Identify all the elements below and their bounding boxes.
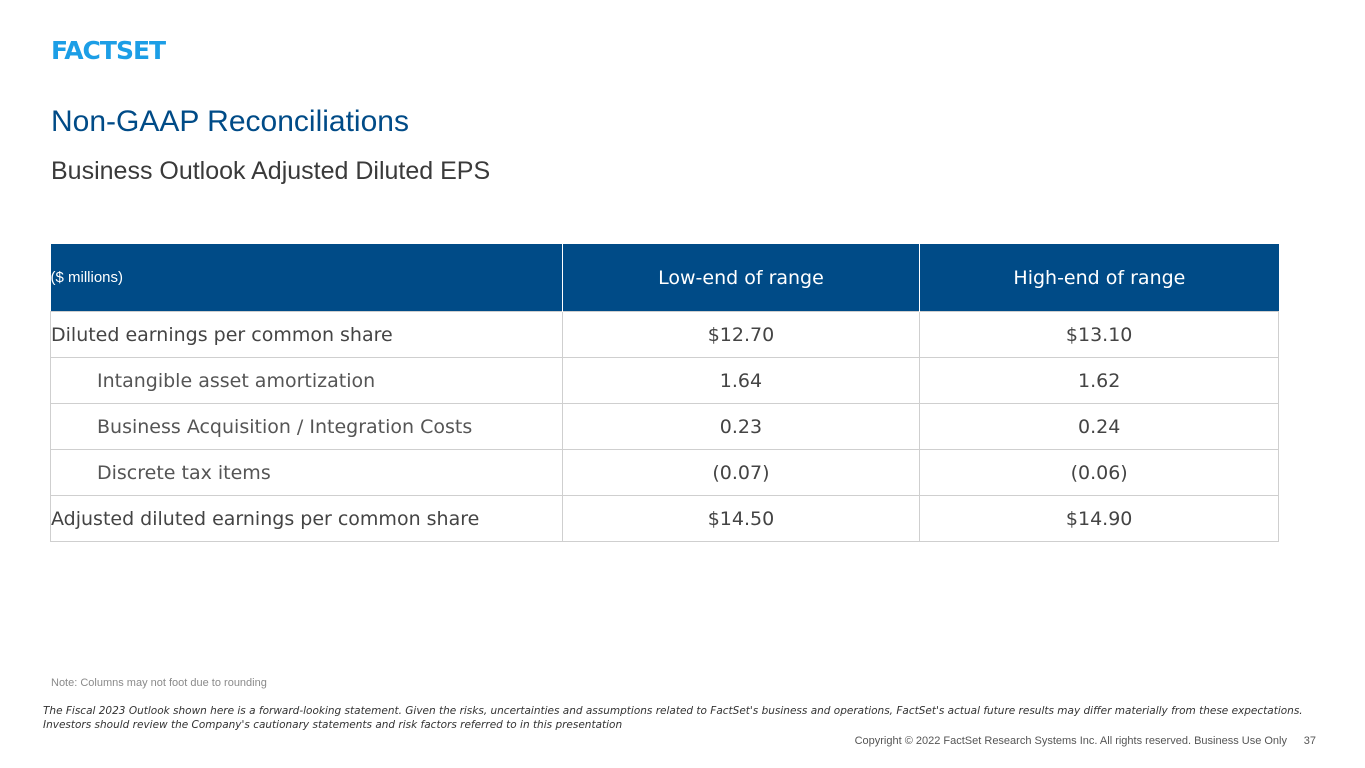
- row-label: Diluted earnings per common share: [50, 311, 563, 358]
- header-units: ($ millions): [50, 244, 563, 312]
- table-row: Business Acquisition / Integration Costs…: [50, 403, 1279, 450]
- high-end-value: 1.62: [919, 357, 1279, 404]
- factset-logo: FACTSET: [51, 36, 166, 65]
- row-label: Intangible asset amortization: [50, 357, 563, 404]
- page-subtitle: Business Outlook Adjusted Diluted EPS: [51, 157, 491, 185]
- header-high-end: High-end of range: [919, 244, 1279, 312]
- page-number: 37: [1303, 735, 1316, 747]
- high-end-value: $13.10: [919, 311, 1279, 358]
- low-end-value: (0.07): [561, 449, 921, 496]
- row-label: Discrete tax items: [50, 449, 563, 496]
- reconciliation-table: ($ millions) Low-end of range High-end o…: [50, 244, 1279, 542]
- high-end-value: $14.90: [919, 495, 1279, 542]
- table-header-row: ($ millions) Low-end of range High-end o…: [50, 244, 1279, 312]
- table-row: Diluted earnings per common share $12.70…: [50, 311, 1279, 358]
- low-end-value: $12.70: [561, 311, 921, 358]
- high-end-value: (0.06): [919, 449, 1279, 496]
- disclaimer-line: Investors should review the Company's ca…: [43, 719, 623, 731]
- low-end-value: 1.64: [561, 357, 921, 404]
- row-label: Adjusted diluted earnings per common sha…: [50, 495, 563, 542]
- copyright-notice: Copyright © 2022 FactSet Research System…: [854, 735, 1287, 747]
- page-title: Non-GAAP Reconciliations: [51, 105, 409, 138]
- rounding-note: Note: Columns may not foot due to roundi…: [51, 677, 267, 689]
- low-end-value: 0.23: [561, 403, 921, 450]
- low-end-value: $14.50: [561, 495, 921, 542]
- table-row: Discrete tax items (0.07) (0.06): [50, 449, 1279, 496]
- disclaimer-line: The Fiscal 2023 Outlook shown here is a …: [43, 705, 1303, 717]
- table-row: Adjusted diluted earnings per common sha…: [50, 495, 1279, 542]
- high-end-value: 0.24: [919, 403, 1279, 450]
- row-label: Business Acquisition / Integration Costs: [50, 403, 563, 450]
- header-low-end: Low-end of range: [562, 244, 921, 312]
- table-row: Intangible asset amortization 1.64 1.62: [50, 357, 1279, 404]
- forward-looking-disclaimer: The Fiscal 2023 Outlook shown here is a …: [43, 704, 1303, 732]
